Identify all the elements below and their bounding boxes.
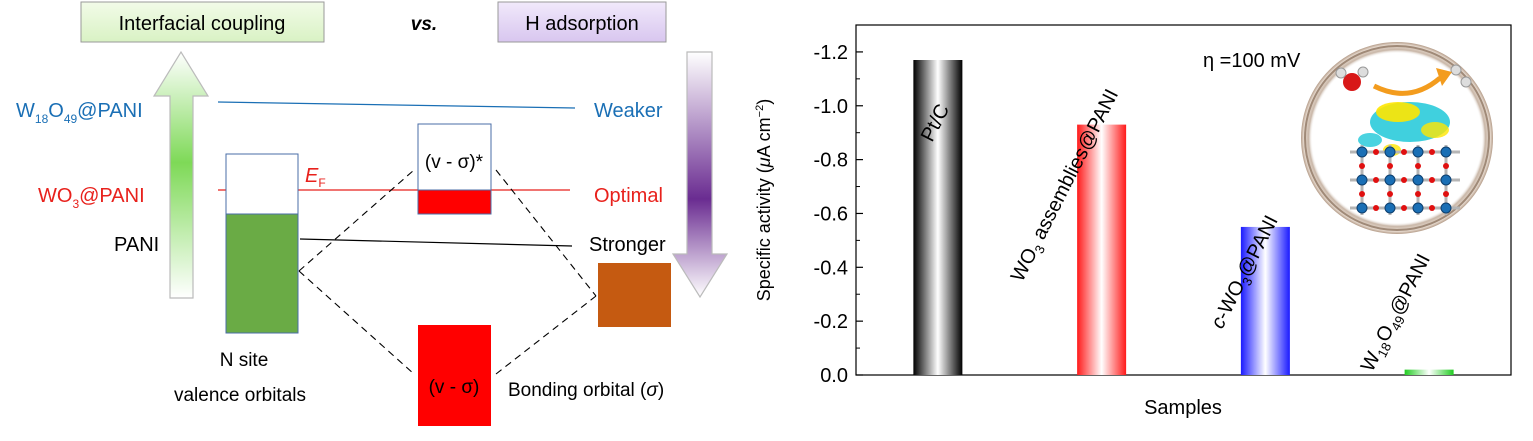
eta-annotation: η =100 mV: [1203, 50, 1301, 72]
y-tick-label: -0.8: [814, 150, 848, 172]
bars: [913, 60, 1454, 375]
x-axis-label: Samples: [1144, 397, 1222, 419]
interfacial-coupling-box: [80, 1, 325, 43]
antibonding-label: (v - σ)*: [425, 152, 484, 173]
y-tick-label: -1.2: [814, 42, 848, 64]
h-adsorption-label: H adsorption: [525, 13, 638, 35]
antibonding-filled-box: [417, 189, 492, 215]
orbital-connectors: [298, 169, 597, 375]
n-site-label-2: valence orbitals: [174, 385, 306, 406]
n-site-filled-box: [225, 213, 299, 334]
optimal-label: Optimal: [594, 185, 663, 207]
bonding-box-label: (v - σ): [429, 377, 480, 398]
vs-label: vs.: [411, 14, 437, 35]
y-axis: -1.2 -1.0 -0.8 -0.6 -0.4 -0.2 0.0: [814, 42, 863, 387]
up-arrow-icon: [152, 50, 210, 299]
n-site-label-1: N site: [220, 350, 269, 371]
interfacial-coupling-label: Interfacial coupling: [119, 13, 286, 35]
y-tick-label: -1.0: [814, 96, 848, 118]
h-adsorption-box: [497, 1, 667, 43]
y-tick-label: -0.6: [814, 203, 848, 225]
level-label-pani: PANI: [114, 234, 159, 256]
weaker-label: Weaker: [594, 100, 663, 122]
bar-2: [1240, 226, 1290, 375]
pani-level-line: [299, 238, 573, 247]
bonding-orbital-label: Bonding orbital (σ): [508, 380, 664, 401]
bar-3: [1404, 369, 1454, 375]
w18o49-level-line: [217, 101, 576, 109]
plot-frame: [855, 24, 1512, 376]
bar-label-3: W18O49@PANI: [1357, 250, 1438, 376]
level-label-w18o49: W18O49@PANI: [16, 100, 143, 126]
down-arrow-icon: [671, 51, 729, 299]
h-adsorption-inset: [1301, 42, 1493, 234]
y-tick-label: 0.0: [820, 365, 848, 387]
bar-0: [913, 60, 963, 375]
bar-1: [1077, 124, 1127, 375]
h-orbital-box: [598, 263, 671, 327]
y-tick-label: -0.4: [814, 257, 848, 279]
y-axis-label: Specific activity (μA cm−2): [754, 99, 774, 301]
fermi-level-label: EF: [305, 165, 326, 190]
stronger-label: Stronger: [589, 234, 666, 256]
bonding-box: [418, 325, 491, 426]
y-tick-label: -0.2: [814, 311, 848, 333]
level-label-wo3: WO3@PANI: [38, 185, 145, 211]
n-site-empty-box: [225, 153, 299, 215]
